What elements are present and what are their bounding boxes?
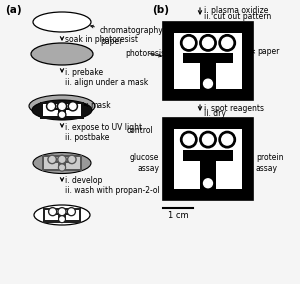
- Circle shape: [181, 131, 197, 148]
- Bar: [169, 28, 247, 94]
- Text: 1 cm: 1 cm: [168, 211, 188, 220]
- Circle shape: [59, 112, 64, 117]
- Bar: [58, 163, 66, 169]
- Bar: [49, 161, 75, 163]
- Text: (b): (b): [152, 5, 169, 15]
- Circle shape: [202, 134, 214, 145]
- Ellipse shape: [31, 43, 93, 65]
- Text: control: control: [126, 126, 153, 135]
- Text: glucose
assay: glucose assay: [130, 153, 159, 173]
- Circle shape: [183, 134, 194, 145]
- Ellipse shape: [32, 100, 92, 120]
- Text: i. develop
ii. wash with propan-2-ol: i. develop ii. wash with propan-2-ol: [65, 176, 160, 195]
- Text: i. spot reagents: i. spot reagents: [204, 104, 264, 113]
- Bar: [45, 210, 79, 220]
- Circle shape: [219, 35, 236, 51]
- Bar: [174, 33, 242, 89]
- Circle shape: [59, 209, 65, 214]
- Text: i. plasma oxidize: i. plasma oxidize: [204, 6, 268, 15]
- Bar: [58, 215, 66, 220]
- Circle shape: [222, 37, 233, 48]
- Circle shape: [201, 77, 215, 91]
- Text: soak in photoresist: soak in photoresist: [65, 34, 138, 43]
- Circle shape: [50, 209, 55, 214]
- Bar: [169, 28, 247, 94]
- Circle shape: [58, 164, 65, 171]
- Circle shape: [181, 35, 197, 51]
- Text: ii. dry: ii. dry: [204, 109, 226, 118]
- Bar: [169, 124, 247, 194]
- Ellipse shape: [29, 95, 95, 117]
- Text: photoresist: photoresist: [125, 49, 168, 57]
- Circle shape: [48, 103, 54, 109]
- Circle shape: [59, 156, 65, 162]
- Bar: [43, 208, 81, 222]
- Bar: [169, 124, 247, 194]
- Circle shape: [60, 165, 64, 170]
- Bar: [200, 158, 216, 189]
- Circle shape: [58, 208, 66, 216]
- Bar: [163, 22, 253, 100]
- Circle shape: [69, 156, 75, 162]
- Circle shape: [203, 179, 212, 188]
- Bar: [42, 155, 82, 171]
- Circle shape: [59, 103, 65, 109]
- Circle shape: [58, 111, 66, 118]
- Bar: [174, 129, 242, 189]
- Bar: [43, 104, 81, 116]
- Text: protein
assay: protein assay: [256, 153, 284, 173]
- Circle shape: [202, 37, 214, 48]
- Bar: [40, 101, 84, 118]
- Text: i. expose to UV light
ii. postbake: i. expose to UV light ii. postbake: [65, 123, 142, 142]
- Circle shape: [183, 37, 194, 48]
- Circle shape: [200, 131, 216, 148]
- Text: ii. cut out pattern: ii. cut out pattern: [204, 12, 271, 21]
- Circle shape: [200, 35, 216, 51]
- Bar: [48, 108, 76, 110]
- Circle shape: [222, 134, 233, 145]
- Bar: [58, 110, 66, 116]
- Circle shape: [60, 217, 64, 221]
- Circle shape: [203, 79, 212, 88]
- Bar: [44, 157, 80, 169]
- Circle shape: [59, 216, 65, 223]
- Text: (a): (a): [5, 5, 22, 15]
- Circle shape: [201, 176, 215, 190]
- Circle shape: [57, 102, 67, 111]
- Circle shape: [46, 102, 56, 111]
- Bar: [163, 118, 253, 200]
- Bar: [183, 53, 233, 63]
- Circle shape: [49, 208, 57, 216]
- Ellipse shape: [33, 153, 91, 174]
- Text: i. prebake
ii. align under a mask: i. prebake ii. align under a mask: [65, 68, 148, 87]
- Circle shape: [58, 155, 66, 164]
- Circle shape: [219, 131, 236, 148]
- Ellipse shape: [33, 12, 91, 32]
- Bar: [183, 150, 233, 161]
- Circle shape: [69, 209, 74, 214]
- Bar: [200, 60, 216, 89]
- Circle shape: [68, 155, 76, 164]
- Circle shape: [49, 156, 55, 162]
- Text: chromatography
paper: chromatography paper: [91, 25, 164, 46]
- Circle shape: [68, 102, 77, 111]
- Circle shape: [70, 103, 76, 109]
- Ellipse shape: [34, 205, 90, 225]
- Circle shape: [68, 208, 75, 216]
- Text: paper: paper: [251, 47, 279, 56]
- Circle shape: [48, 155, 56, 164]
- Bar: [50, 214, 74, 215]
- Text: mask: mask: [84, 101, 111, 110]
